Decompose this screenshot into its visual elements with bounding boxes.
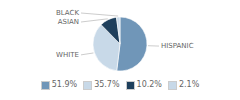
svg-text:ASIAN: ASIAN	[58, 18, 79, 26]
html-text:10.2%: 10.2%	[136, 80, 162, 89]
html-text:51.9%: 51.9%	[51, 80, 78, 89]
svg-text:BLACK: BLACK	[56, 9, 79, 17]
html-text:2.1%: 2.1%	[179, 80, 200, 89]
svg-text:HISPANIC: HISPANIC	[161, 42, 194, 50]
svg-text:WHITE: WHITE	[56, 51, 79, 59]
html-text:35.7%: 35.7%	[94, 80, 120, 89]
